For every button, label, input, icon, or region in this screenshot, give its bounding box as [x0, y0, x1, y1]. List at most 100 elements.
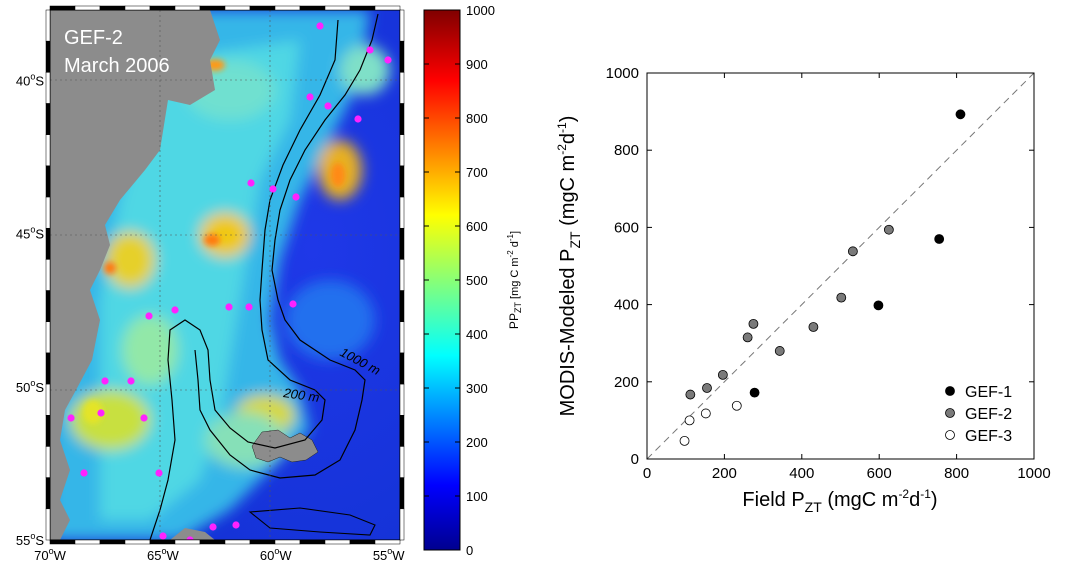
data-point-gef-2 — [702, 383, 712, 393]
frame-tick-right-12 — [399, 383, 405, 416]
lat-tick-label-2: 50oS — [16, 378, 44, 395]
frame-tick-bottom-3 — [124, 539, 151, 545]
frame-tick-top-3 — [124, 5, 151, 11]
station-marker — [127, 377, 135, 385]
frame-tick-right-15 — [399, 477, 405, 510]
data-point-gef-1 — [955, 109, 966, 120]
lon-tick-label-0: 70oW — [34, 546, 66, 563]
station-marker — [384, 56, 392, 64]
colorbar-tick-label: 300 — [466, 381, 488, 396]
y-tick-label: 800 — [614, 142, 639, 159]
frame-tick-bottom-11 — [324, 539, 351, 545]
station-marker — [225, 303, 233, 311]
station-marker — [366, 46, 374, 54]
frame-tick-top-12 — [349, 5, 376, 11]
frame-tick-bottom-9 — [274, 539, 301, 545]
frame-tick-right-0 — [399, 9, 405, 42]
station-marker — [232, 521, 240, 529]
frame-tick-left-5 — [45, 165, 51, 198]
frame-tick-right-16 — [399, 508, 405, 541]
legend-marker-gef-2 — [945, 408, 955, 418]
map-title-line1: GEF-2 — [64, 27, 123, 49]
data-point-gef-3 — [679, 435, 690, 446]
frame-tick-bottom-0 — [49, 539, 76, 545]
land-patagonia — [50, 10, 220, 540]
frame-tick-top-11 — [324, 5, 351, 11]
frame-tick-left-0 — [45, 9, 51, 42]
frame-tick-left-12 — [45, 383, 51, 416]
legend-marker-gef-3 — [945, 430, 955, 440]
legend-marker-gef-1 — [945, 386, 955, 396]
x-tick-label: 600 — [867, 465, 892, 482]
frame-tick-left-15 — [45, 477, 51, 510]
frame-tick-top-2 — [99, 5, 126, 11]
colorbar-tick-label: 900 — [466, 57, 488, 72]
station-marker — [306, 93, 314, 101]
frame-tick-right-1 — [399, 40, 405, 73]
frame-tick-top-9 — [274, 5, 301, 11]
frame-tick-bottom-7 — [224, 539, 251, 545]
data-point-gef-2 — [748, 318, 759, 329]
map-grid — [50, 10, 400, 540]
frame-tick-top-7 — [224, 5, 251, 11]
frame-tick-bottom-8 — [249, 539, 276, 545]
data-point-gef-2 — [742, 332, 753, 343]
frame-tick-top-10 — [299, 5, 326, 11]
frame-tick-left-14 — [45, 446, 51, 478]
frame-tick-bottom-10 — [299, 539, 326, 545]
frame-tick-left-3 — [45, 103, 51, 135]
colorbar — [423, 9, 461, 551]
y-tick-label: 400 — [614, 297, 639, 314]
y-tick-label: 200 — [614, 374, 639, 391]
data-point-gef-1 — [749, 387, 760, 398]
station-marker — [324, 102, 332, 110]
frame-tick-right-3 — [399, 103, 405, 135]
frame-tick-left-13 — [45, 415, 51, 447]
frame-tick-left-1 — [45, 40, 51, 73]
frame-tick-left-2 — [45, 72, 51, 104]
station-marker — [101, 377, 109, 385]
frame-tick-left-16 — [45, 508, 51, 541]
x-tick-label: 400 — [789, 465, 814, 482]
isobath-south — [248, 507, 376, 536]
data-points — [679, 109, 966, 446]
frame-tick-right-9 — [399, 290, 405, 323]
plot-frame — [646, 72, 1035, 460]
frame-tick-top-0 — [49, 5, 76, 11]
colorbar-tick-label: 700 — [466, 165, 488, 180]
station-marker — [67, 414, 75, 422]
frame-tick-right-6 — [399, 196, 405, 229]
data-point-gef-2 — [774, 346, 785, 356]
primary-production-map: 1000 m 200 m GEF-2 March 2006 40oS 45oS 50… — [16, 3, 523, 563]
frame-tick-left-10 — [45, 321, 51, 354]
frame-tick-left-6 — [45, 196, 51, 229]
data-point-gef-2 — [808, 322, 819, 332]
frame-tick-right-8 — [399, 259, 405, 291]
frame-tick-top-4 — [149, 5, 176, 11]
frame-tick-bottom-2 — [99, 539, 126, 545]
isobath-label-200: 200 m — [282, 385, 321, 405]
x-tick-label: 800 — [944, 465, 969, 482]
frame-tick-right-4 — [399, 134, 405, 167]
frame-tick-right-2 — [399, 72, 405, 104]
frame-tick-top-8 — [249, 5, 276, 11]
colorbar-tick-label: 100 — [466, 489, 488, 504]
colorbar-tick-label: 400 — [466, 327, 488, 342]
data-point-gef-2 — [847, 246, 858, 257]
lat-tick-label-3: 55oS — [16, 531, 44, 548]
y-tick-label: 1000 — [606, 65, 639, 82]
legend-label-gef-2: GEF-2 — [965, 406, 1012, 423]
frame-tick-bottom-4 — [149, 539, 176, 545]
station-marker — [292, 193, 300, 201]
station-marker — [316, 22, 324, 30]
data-point-gef-2 — [717, 369, 728, 380]
map-frame-ticks — [45, 5, 405, 545]
frame-tick-bottom-6 — [199, 539, 226, 545]
land-tierra-del-fuego — [170, 528, 215, 540]
station-marker — [155, 469, 163, 477]
station-marker — [186, 536, 194, 540]
colorbar-tick-label: 0 — [466, 543, 473, 558]
data-point-gef-3 — [684, 415, 695, 426]
isobath-1000m — [194, 13, 379, 479]
